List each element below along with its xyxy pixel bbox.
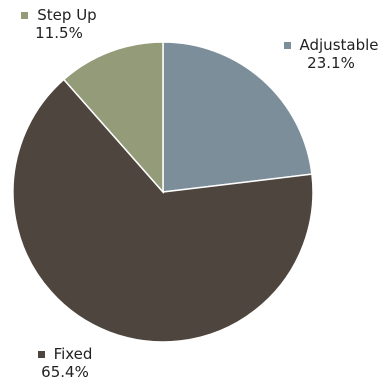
slice-step-up [62, 41, 164, 194]
slice-fixed [12, 78, 314, 343]
label-adjustable: Adjustable 23.1% [278, 36, 384, 72]
label-fixed-value: 65.4% [41, 363, 89, 381]
label-step-up-name: Step Up [37, 6, 97, 24]
label-fixed-name: Fixed [53, 345, 93, 363]
label-step-up-value: 11.5% [35, 24, 83, 42]
label-fixed: Fixed 65.4% [20, 345, 110, 381]
pie-slices [12, 41, 314, 343]
label-adjustable-name: Adjustable [299, 36, 379, 54]
legend-swatch-adjustable [283, 41, 291, 49]
label-step-up: Step Up 11.5% [14, 6, 104, 42]
slice-adjustable [162, 41, 313, 193]
legend-swatch-fixed [37, 350, 45, 358]
label-adjustable-value: 23.1% [307, 54, 355, 72]
legend-swatch-step-up [21, 11, 29, 19]
